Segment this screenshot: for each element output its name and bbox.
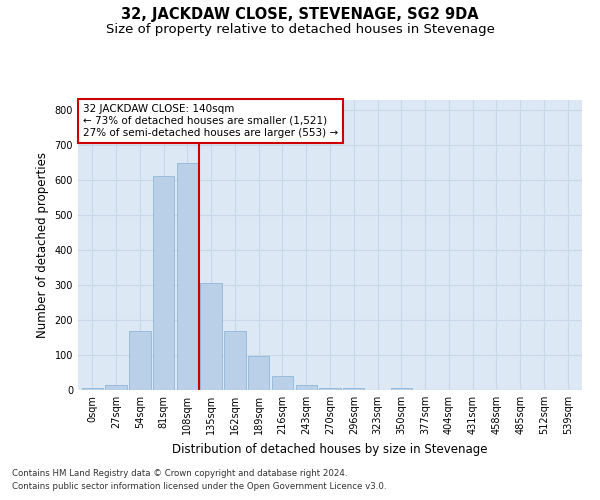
- Bar: [343, 388, 364, 390]
- Bar: [272, 376, 293, 390]
- Text: Contains HM Land Registry data © Crown copyright and database right 2024.: Contains HM Land Registry data © Crown c…: [12, 468, 347, 477]
- Text: Size of property relative to detached houses in Stevenage: Size of property relative to detached ho…: [106, 22, 494, 36]
- Bar: [391, 388, 412, 390]
- Bar: [129, 330, 151, 390]
- Y-axis label: Number of detached properties: Number of detached properties: [36, 152, 49, 338]
- Bar: [296, 385, 317, 390]
- Bar: [200, 282, 222, 390]
- Text: 32 JACKDAW CLOSE: 140sqm
← 73% of detached houses are smaller (1,521)
27% of sem: 32 JACKDAW CLOSE: 140sqm ← 73% of detach…: [83, 104, 338, 138]
- Bar: [82, 388, 103, 390]
- Bar: [248, 356, 269, 390]
- Bar: [106, 385, 127, 390]
- Bar: [224, 330, 245, 390]
- Bar: [153, 176, 174, 390]
- Bar: [319, 388, 341, 390]
- Text: Contains public sector information licensed under the Open Government Licence v3: Contains public sector information licen…: [12, 482, 386, 491]
- Text: 32, JACKDAW CLOSE, STEVENAGE, SG2 9DA: 32, JACKDAW CLOSE, STEVENAGE, SG2 9DA: [121, 8, 479, 22]
- Bar: [176, 163, 198, 390]
- Text: Distribution of detached houses by size in Stevenage: Distribution of detached houses by size …: [172, 442, 488, 456]
